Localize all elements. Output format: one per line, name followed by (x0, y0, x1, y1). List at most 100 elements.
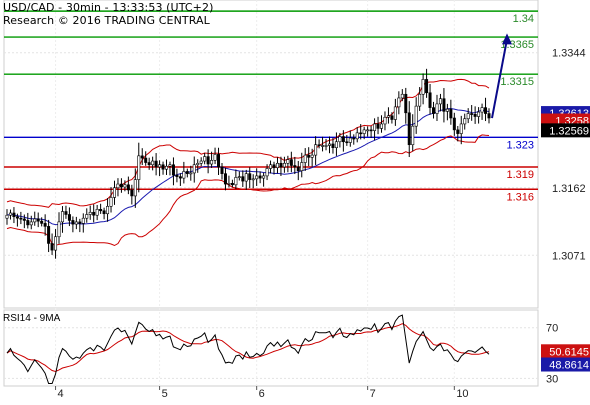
candle (421, 73, 425, 105)
candle-body (130, 189, 134, 197)
rsi-badge-label: 50.6145 (549, 346, 589, 358)
x-tick-label: 6 (259, 388, 265, 400)
candle-body (171, 164, 175, 176)
candle-body (241, 176, 245, 182)
candle (487, 108, 491, 124)
candle (393, 98, 397, 126)
candle (286, 155, 290, 173)
candle-body (165, 165, 169, 170)
bollinger-lower (6, 134, 490, 247)
candle-body (158, 164, 162, 168)
x-tick-label: 10 (456, 388, 468, 400)
candle (8, 209, 12, 220)
candle (112, 180, 116, 205)
candle-body (244, 173, 248, 182)
candle-body (36, 218, 40, 222)
candle (237, 171, 241, 181)
candle (345, 134, 349, 146)
candle-body (456, 129, 460, 134)
candle-body (348, 137, 352, 143)
candle-body (334, 141, 338, 148)
candle (303, 148, 307, 171)
candle (244, 169, 248, 190)
candle-body (57, 221, 61, 238)
candle-body (144, 157, 148, 163)
candle-body (126, 184, 130, 191)
level-label: 1.34 (513, 13, 534, 25)
candle-body (414, 105, 418, 127)
candle-body (189, 172, 193, 175)
candle (352, 134, 356, 145)
candle-body (178, 176, 182, 179)
candle-body (99, 208, 103, 212)
candle (78, 218, 82, 233)
candle (480, 103, 484, 120)
candle-body (470, 113, 474, 115)
candle (217, 147, 221, 175)
candle-body (67, 214, 71, 221)
rsi-line (6, 314, 490, 384)
candle (321, 136, 325, 152)
candle-body (373, 123, 377, 131)
candle (227, 175, 231, 188)
candle (418, 87, 422, 111)
candle (400, 89, 404, 102)
candle-body (359, 132, 363, 135)
candle (88, 205, 92, 220)
candle (314, 136, 318, 165)
candle-body (26, 220, 30, 226)
candle (12, 207, 16, 224)
candle (74, 216, 78, 230)
candle-body (327, 143, 331, 146)
level-label: 1.3315 (500, 76, 534, 88)
candle (262, 172, 266, 187)
x-tick-label: 5 (162, 388, 168, 400)
candle-body (421, 79, 425, 95)
candle (199, 157, 203, 167)
candle (456, 126, 460, 142)
price-pane-frame (3, 0, 539, 309)
candle (331, 137, 335, 154)
candle (92, 204, 96, 223)
candle-body (220, 166, 224, 174)
candle (15, 213, 19, 227)
candle (230, 179, 234, 188)
rsi-badge-label: 48.8614 (549, 360, 589, 372)
candle (26, 212, 30, 229)
candle (33, 211, 37, 226)
candle (220, 162, 224, 180)
candle-body (213, 154, 217, 161)
candle (362, 126, 366, 140)
candle-body (262, 175, 266, 179)
candle (123, 180, 127, 192)
candle (425, 68, 429, 98)
candle-body (449, 108, 453, 119)
candle-body (168, 164, 172, 167)
candle (435, 94, 439, 121)
candle (369, 125, 373, 138)
candle-body (175, 174, 179, 177)
candle (258, 171, 262, 184)
candle-body (480, 107, 484, 113)
candle (432, 101, 436, 119)
candle (60, 206, 64, 233)
x-tick-label: 7 (370, 388, 376, 400)
candle (255, 168, 259, 186)
candle-body (133, 179, 137, 197)
candle (265, 164, 269, 181)
candle-body (8, 212, 12, 216)
level-label: 1.316 (506, 191, 534, 203)
candle (196, 159, 200, 173)
candle-body (5, 214, 9, 219)
candle (459, 115, 463, 145)
candle (171, 157, 175, 186)
candle-body (459, 123, 463, 134)
candle-body (366, 129, 370, 132)
candle (366, 126, 370, 137)
candle-body (196, 162, 200, 166)
candle (203, 152, 207, 165)
candle-body (64, 211, 68, 215)
candle-body (50, 243, 54, 251)
